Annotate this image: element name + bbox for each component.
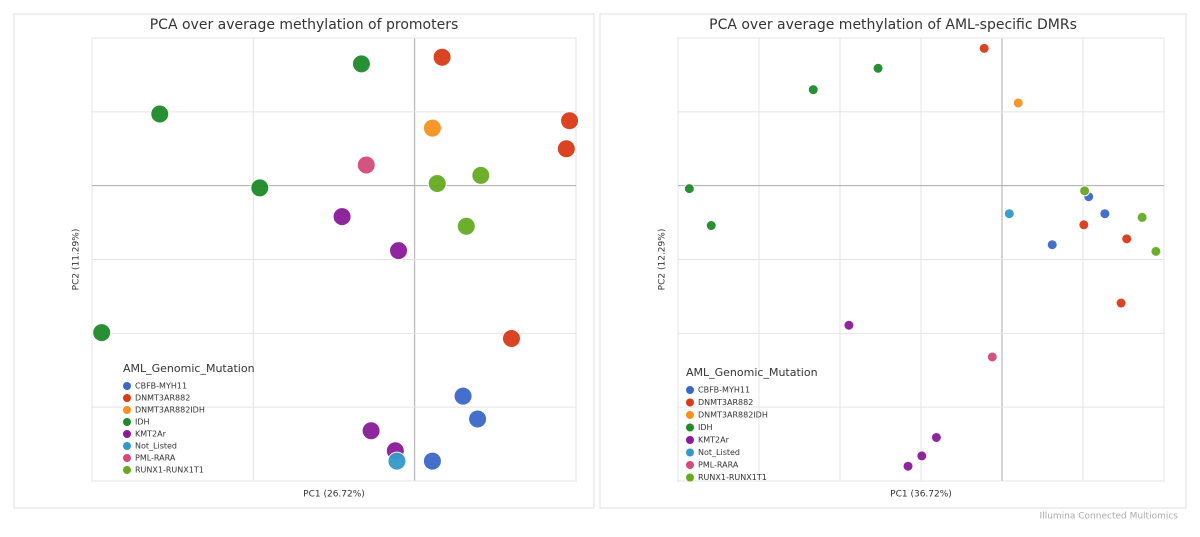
point [387,451,407,471]
point [453,386,473,406]
legend-label: CBFB-MYH11 [135,382,187,391]
point [501,329,521,349]
legend-label: KMT2Ar [698,436,730,445]
point [986,351,998,363]
point [427,173,447,193]
point [456,216,476,236]
legend-label: PML-RARA [698,461,739,470]
legend-swatch [123,406,131,414]
legend-swatch [686,448,694,457]
point [1121,233,1133,245]
chart-title: PCA over average methylation of AML-spec… [709,17,1077,33]
legend-label: RUNX1-RUNX1T1 [135,466,204,475]
point [843,319,855,331]
point [422,118,442,138]
legend-label: DNMT3AR882 [135,394,190,403]
legend-swatch [123,382,131,390]
point [150,104,170,124]
legend-swatch [686,436,694,444]
x-axis-label: PC1 (36.72%) [890,490,952,500]
legend-label: Not_Listed [698,448,740,457]
point [471,165,491,185]
legend-swatch [686,411,694,419]
point [560,111,580,131]
legend-label: PML-RARA [135,454,176,463]
point [1150,245,1162,257]
y-axis-label: PC2 (11.29%) [72,229,82,291]
footer: Illumina Connected Multiomics [1040,512,1179,522]
legend-swatch [686,461,694,469]
legend-label: DNMT3AR882IDH [698,411,768,420]
legend-swatch [686,386,694,394]
point [556,139,576,159]
point [389,241,409,261]
point [683,183,695,195]
legend-title: AML_Genomic_Mutation [123,362,255,375]
point [978,42,990,54]
legend-label: IDH [698,423,713,432]
legend-label: RUNX1-RUNX1T1 [698,473,767,482]
legend-swatch [123,442,131,450]
legend-label: KMT2Ar [135,430,167,439]
point [1046,239,1058,251]
x-axis-label: PC1 (26.72%) [303,490,365,500]
point [332,207,352,227]
point [351,54,371,74]
legend-label: IDH [135,418,150,427]
point [361,421,381,441]
legend-swatch [123,454,131,462]
point [872,62,884,74]
y-axis-label: PC2 (12.29%) [658,229,668,291]
point [916,450,928,462]
point [902,460,914,472]
legend-title: AML_Genomic_Mutation [686,366,818,379]
legend-swatch [123,430,131,438]
point [1079,185,1091,197]
legend-swatch [686,473,694,482]
point [705,220,717,232]
legend-swatch [686,423,694,432]
point [468,409,488,429]
point [807,84,819,96]
legend-swatch [123,418,131,426]
point [92,323,112,343]
legend-swatch [686,398,694,407]
point [1115,297,1127,309]
legend-label: CBFB-MYH11 [698,386,750,395]
point [1136,211,1148,223]
point [432,47,452,67]
point [1099,208,1111,220]
point [930,431,942,443]
point [1078,219,1090,231]
legend-swatch [123,394,131,402]
point [1012,97,1024,109]
point [250,178,270,198]
point [1003,208,1015,220]
legend-label: DNMT3AR882IDH [135,406,205,415]
point [422,451,442,471]
chart-title: PCA over average methylation of promoter… [150,17,459,33]
point [356,155,376,175]
legend-label: Not_Listed [135,442,177,451]
legend-swatch [123,466,131,474]
legend-label: DNMT3AR882 [698,398,753,407]
